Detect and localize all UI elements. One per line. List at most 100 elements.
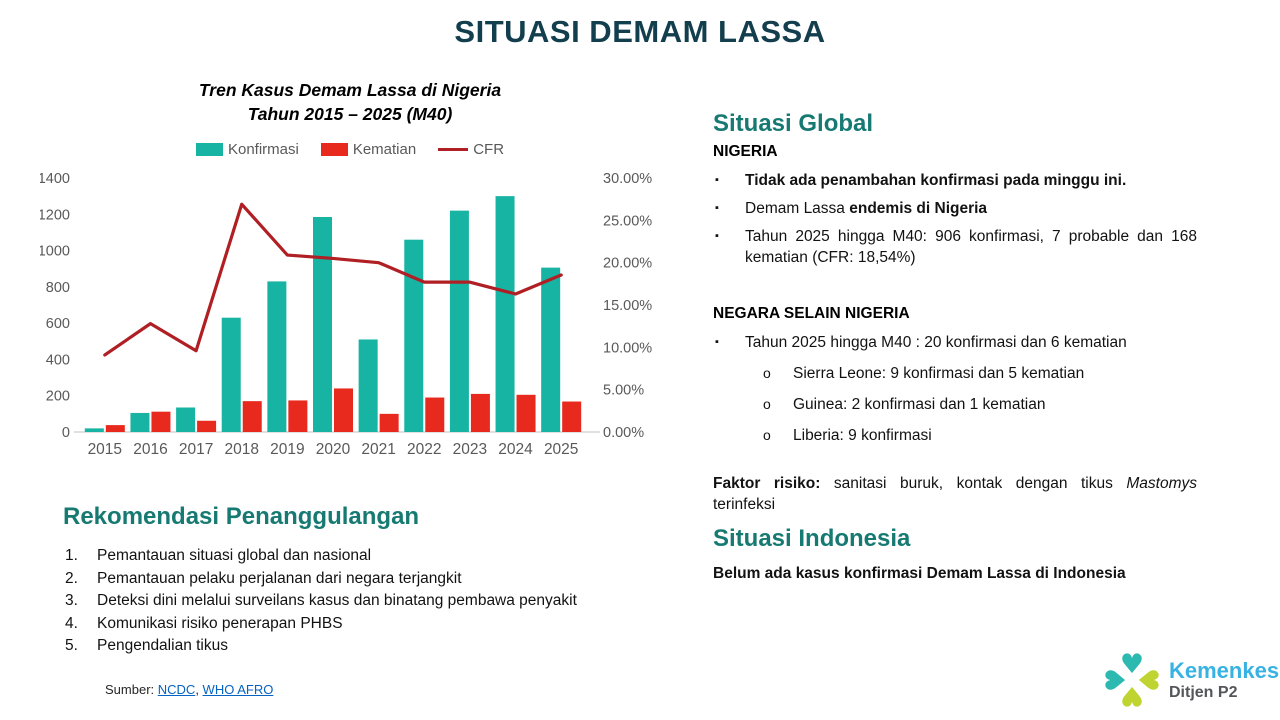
global-section-heading: Situasi Global: [713, 110, 874, 137]
bar-konfirmasi: [84, 428, 104, 432]
nigeria-bullet: Tahun 2025 hingga M40: 906 konfirmasi, 7…: [713, 226, 1197, 268]
text-run: Mastomys: [1126, 475, 1197, 492]
nigeria-bullet: Tidak ada penambahan konfirmasi pada min…: [713, 170, 1197, 191]
bar-kematian: [242, 401, 262, 432]
recommendation-item: Komunikasi risiko penerapan PHBS: [65, 613, 343, 635]
other-countries-bullet: Tahun 2025 hingga M40 : 20 konfirmasi da…: [713, 332, 1197, 353]
x-axis-year-label: 2021: [361, 441, 395, 458]
x-axis-year-label: 2017: [179, 441, 213, 458]
left-axis-tick: 1200: [40, 207, 70, 223]
page-title: SITUASI DEMAM LASSA: [454, 14, 826, 49]
right-axis-tick: 0.00%: [603, 425, 644, 441]
bar-konfirmasi: [358, 339, 378, 432]
x-axis-year-label: 2025: [544, 441, 578, 458]
kemenkes-logo: ♥ ♥ ♥ ♥ Kemenkes Ditjen P2: [1101, 649, 1280, 712]
bar-konfirmasi: [449, 210, 469, 432]
bar-konfirmasi: [404, 239, 424, 432]
text-run: Tahun 2025 hingga M40 : 20 konfirmasi da…: [745, 334, 1127, 351]
other-countries-sublist: Sierra Leone: 9 konfirmasi dan 5 kematia…: [713, 363, 1197, 446]
chart-title-line: Tahun 2015 – 2025 (M40): [247, 104, 453, 124]
x-axis-year-label: 2024: [498, 441, 533, 458]
x-axis-year-label: 2018: [224, 441, 258, 458]
bar-kematian: [516, 394, 536, 432]
country-sub-bullet: Guinea: 2 konfirmasi dan 1 kematian: [713, 394, 1197, 415]
recommendation-item: Pemantauan pelaku perjalanan dari negara…: [65, 568, 462, 590]
bar-konfirmasi: [313, 217, 332, 432]
risk-factor-paragraph: Faktor risiko: sanitasi buruk, kontak de…: [713, 473, 1197, 515]
right-axis-tick: 20.00%: [603, 256, 652, 272]
nigeria-bullet-list: Tidak ada penambahan konfirmasi pada min…: [713, 170, 1197, 268]
logo-unit-name: Ditjen P2: [1169, 683, 1238, 701]
bar-kematian: [334, 388, 353, 432]
kemenkes-clover-icon: ♥ ♥ ♥ ♥: [1101, 649, 1163, 712]
bar-konfirmasi: [541, 267, 561, 432]
right-axis-tick: 5.00%: [603, 383, 644, 399]
text-run: Faktor risiko:: [713, 475, 821, 492]
other-countries-subheading: NEGARA SELAIN NIGERIA: [713, 305, 910, 322]
logo-brand-name: Kemenkes: [1169, 657, 1280, 683]
left-axis-tick: 400: [46, 352, 70, 368]
indonesia-status-text: Belum ada kasus konfirmasi Demam Lassa d…: [713, 565, 1126, 582]
x-axis-year-label: 2015: [88, 441, 122, 458]
bar-kematian: [379, 413, 399, 432]
text-run: terinfeksi: [713, 496, 776, 513]
legend-bar-swatch: [195, 143, 223, 156]
logo-text: Kemenkes Ditjen P2: [1169, 657, 1280, 702]
legend-label: Kematian: [352, 141, 417, 158]
text-run: endemis di Nigeria: [849, 200, 988, 217]
bar-kematian: [197, 420, 217, 432]
bar-kematian: [288, 400, 308, 432]
left-axis-tick: 200: [46, 389, 70, 405]
source-label: Sumber:: [105, 682, 158, 697]
text-run: sanitasi buruk, kontak dengan tikus: [820, 475, 1127, 492]
bar-konfirmasi: [221, 317, 241, 432]
chart-legend: Konfirmasi Kematian CFR: [40, 141, 660, 158]
text-run: Tahun 2025 hingga M40: 906 konfirmasi, 7…: [745, 228, 1197, 266]
chart-title-line: Tren Kasus Demam Lassa di Nigeria: [198, 80, 502, 100]
bar-kematian: [562, 401, 582, 432]
source-link-who-afro[interactable]: WHO AFRO: [202, 682, 274, 697]
country-sub-bullet: Sierra Leone: 9 konfirmasi dan 5 kematia…: [713, 363, 1197, 384]
legend-label: CFR: [473, 141, 505, 158]
bar-kematian: [151, 411, 171, 432]
source-link-ncdc[interactable]: NCDC: [157, 682, 196, 697]
text-run: Demam Lassa: [745, 200, 850, 217]
source-separator: ,: [195, 682, 203, 697]
legend-item: Konfirmasi: [195, 141, 299, 158]
x-axis-year-label: 2020: [316, 441, 351, 458]
chart-title: Tren Kasus Demam Lassa di Nigeria Tahun 2…: [40, 78, 660, 126]
recommendations-heading: Rekomendasi Penanggulangan: [63, 503, 420, 530]
bar-konfirmasi: [130, 412, 150, 432]
x-axis-year-label: 2016: [133, 441, 167, 458]
cfr-line: [103, 202, 563, 357]
global-situation-panel: Situasi Global NIGERIA Tidak ada penamba…: [713, 110, 1197, 583]
legend-item: Kematian: [320, 141, 417, 158]
country-sub-bullet: Liberia: 9 konfirmasi: [713, 425, 1197, 446]
left-axis-tick: 600: [46, 316, 70, 332]
recommendations-panel: Rekomendasi Penanggulangan Pemantauan si…: [63, 503, 683, 658]
trend-chart: 0 200 400 600 800 1000 1200 1400 0.00% 5.00% 10.00…: [40, 171, 652, 458]
bar-konfirmasi: [495, 196, 515, 432]
recommendations-list: Pemantauan situasi global dan nasional Pe…: [63, 545, 683, 658]
left-axis-tick: 1400: [40, 171, 70, 187]
bar-kematian: [105, 425, 125, 432]
legend-label: Konfirmasi: [227, 141, 299, 158]
recommendation-item: Deteksi dini melalui surveilans kasus da…: [65, 590, 577, 612]
right-axis-tick: 10.00%: [603, 340, 652, 356]
left-axis-tick: 800: [46, 280, 70, 296]
bar-kematian: [425, 397, 445, 432]
text-run: Tidak ada penambahan konfirmasi pada min…: [745, 172, 1127, 189]
nigeria-bullet: Demam Lassa endemis di Nigeria: [713, 198, 1197, 219]
heart-icon: ♥: [1119, 680, 1145, 711]
bar-konfirmasi: [176, 407, 196, 432]
right-axis-tick: 15.00%: [603, 298, 652, 314]
left-axis-tick: 0: [62, 425, 70, 441]
source-line: Sumber: NCDC, WHO AFRO: [105, 682, 273, 697]
legend-line-swatch: [438, 147, 469, 152]
x-axis-year-label: 2022: [407, 441, 441, 458]
heart-icon: ♥: [1119, 649, 1145, 680]
nigeria-subheading: NIGERIA: [713, 143, 778, 160]
recommendation-item: Pemantauan situasi global dan nasional: [65, 545, 372, 567]
bar-konfirmasi: [267, 281, 287, 432]
